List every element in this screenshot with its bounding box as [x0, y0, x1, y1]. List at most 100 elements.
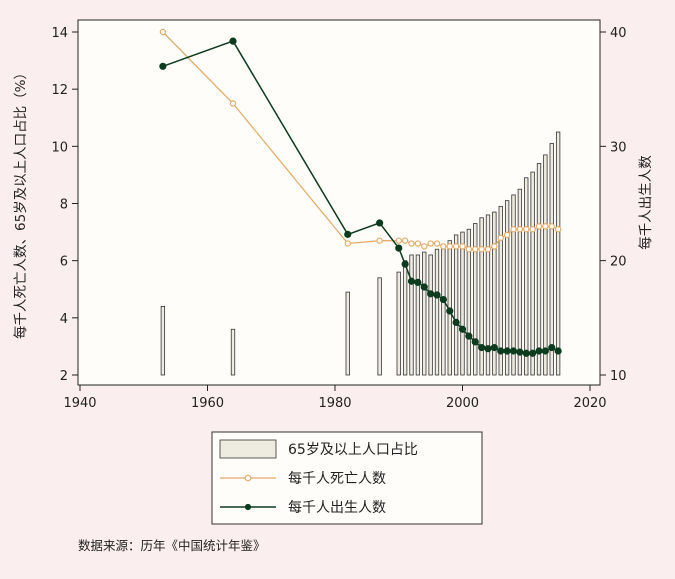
point-birth-rate-1991 [401, 260, 409, 268]
point-birth-rate-2007 [503, 347, 511, 355]
point-death-rate-1998 [446, 243, 453, 250]
point-birth-rate-2014 [548, 343, 556, 352]
y-left-tick-label-2: 2 [60, 369, 68, 384]
point-birth-rate-2009 [516, 348, 524, 356]
legend-label-3: 每千人出生人数 [288, 500, 386, 516]
bar-65plus-1964 [230, 328, 236, 376]
legend-label-2: 每千人死亡人数 [288, 471, 386, 487]
point-birth-rate-1964 [229, 37, 237, 45]
point-birth-rate-2010 [522, 349, 530, 357]
legend-swatch-birth-marker [244, 503, 252, 511]
bar-65plus-2015 [555, 131, 561, 376]
point-birth-rate-1953 [159, 62, 167, 70]
point-death-rate-2000 [459, 243, 466, 250]
bar-65plus-2000 [460, 231, 465, 376]
bar-65plus-1993 [415, 254, 421, 376]
x-tick-label-2020: 2020 [573, 396, 606, 411]
bar-65plus-1982 [345, 291, 350, 376]
bar-65plus-2002 [473, 223, 478, 376]
point-death-rate-1996 [433, 240, 441, 247]
x-tick-label-1940: 1940 [63, 396, 96, 411]
bar-65plus-2010 [524, 177, 529, 376]
point-death-rate-2015 [554, 226, 562, 233]
y-left-tick-label-12: 12 [51, 83, 68, 98]
point-birth-rate-2000 [458, 325, 467, 333]
point-death-rate-2002 [472, 246, 479, 253]
point-birth-rate-1990 [395, 244, 403, 252]
bar-65plus-2011 [530, 171, 535, 376]
bar-65plus-2009 [517, 188, 523, 376]
bar-65plus-1990 [396, 271, 401, 376]
point-birth-rate-2001 [465, 332, 473, 340]
y-left-tick-label-10: 10 [51, 140, 68, 155]
point-death-rate-2003 [478, 246, 485, 253]
point-death-rate-2012 [535, 223, 543, 230]
point-death-rate-2011 [529, 226, 536, 233]
bar-65plus-1997 [441, 245, 446, 376]
bar-65plus-2014 [549, 143, 554, 376]
x-tick-label-1960: 1960 [191, 396, 224, 411]
bar-65plus-2008 [511, 194, 516, 376]
bar-65plus-2001 [466, 228, 472, 376]
lines-group [159, 28, 562, 357]
bar-65plus-1992 [409, 254, 414, 376]
point-death-rate-2008 [510, 226, 517, 233]
point-birth-rate-1996 [433, 291, 441, 299]
bar-65plus-1987 [377, 277, 382, 376]
point-birth-rate-2004 [484, 345, 492, 353]
bar-65plus-1996 [434, 248, 440, 376]
point-death-rate-2013 [542, 223, 549, 230]
point-birth-rate-2006 [497, 347, 505, 355]
legend-swatch-death-marker [244, 474, 252, 482]
point-death-rate-1953 [159, 28, 167, 36]
bar-65plus-2005 [492, 211, 497, 376]
source-note: 数据来源：历年《中国统计年鉴》 [78, 538, 266, 553]
point-death-rate-1964 [229, 100, 237, 107]
point-birth-rate-2005 [490, 343, 498, 352]
point-birth-rate-2015 [554, 347, 562, 355]
point-birth-rate-1992 [407, 277, 416, 285]
point-birth-rate-1987 [376, 219, 384, 227]
point-birth-rate-1995 [427, 290, 435, 298]
y-right-tick-label-40: 40 [610, 26, 627, 41]
y-right-tick-label-20: 20 [610, 255, 627, 270]
bar-65plus-2006 [498, 205, 503, 376]
y-right-tick-label-30: 30 [610, 140, 627, 155]
y-right-tick-label-10: 10 [610, 369, 627, 384]
axes-group: 1940 1960 1980 2000 2020 2 4 6 8 10 12 14 10 20 30 40 每千… [13, 26, 654, 411]
bar-65plus-1953 [160, 305, 166, 376]
point-death-rate-1997 [440, 243, 447, 250]
y-left-tick-label-14: 14 [51, 26, 68, 41]
bar-65plus-1991 [402, 260, 408, 376]
point-death-rate-2006 [497, 234, 504, 241]
bar-65plus-1995 [428, 254, 433, 376]
bar-65plus-2013 [543, 154, 548, 376]
x-tick-label-1980: 1980 [318, 396, 351, 411]
point-death-rate-1987 [376, 237, 383, 244]
point-death-rate-1999 [452, 243, 460, 250]
point-death-rate-2009 [516, 226, 524, 233]
point-birth-rate-1982 [344, 230, 352, 238]
bar-65plus-1994 [422, 251, 427, 376]
point-death-rate-2005 [491, 243, 498, 250]
bar-65plus-2012 [536, 163, 542, 376]
bar-65plus-2007 [504, 200, 510, 376]
x-tick-label-2000: 2000 [446, 396, 479, 411]
point-birth-rate-2011 [529, 349, 537, 357]
point-birth-rate-2013 [541, 347, 549, 355]
point-death-rate-1992 [408, 240, 415, 247]
bar-65plus-2003 [479, 217, 484, 376]
y-left-axis-title: 每千人死亡人数、65岁及以上人口占比（%） [13, 66, 29, 339]
legend-swatch-bars [219, 439, 277, 459]
point-birth-rate-2012 [535, 347, 543, 355]
y-left-tick-label-8: 8 [60, 198, 68, 213]
point-birth-rate-2008 [509, 347, 518, 355]
point-birth-rate-1998 [446, 307, 454, 315]
point-death-rate-2014 [548, 223, 555, 230]
point-death-rate-1994 [421, 243, 428, 250]
point-death-rate-1993 [414, 240, 422, 247]
point-birth-rate-1999 [452, 318, 460, 327]
